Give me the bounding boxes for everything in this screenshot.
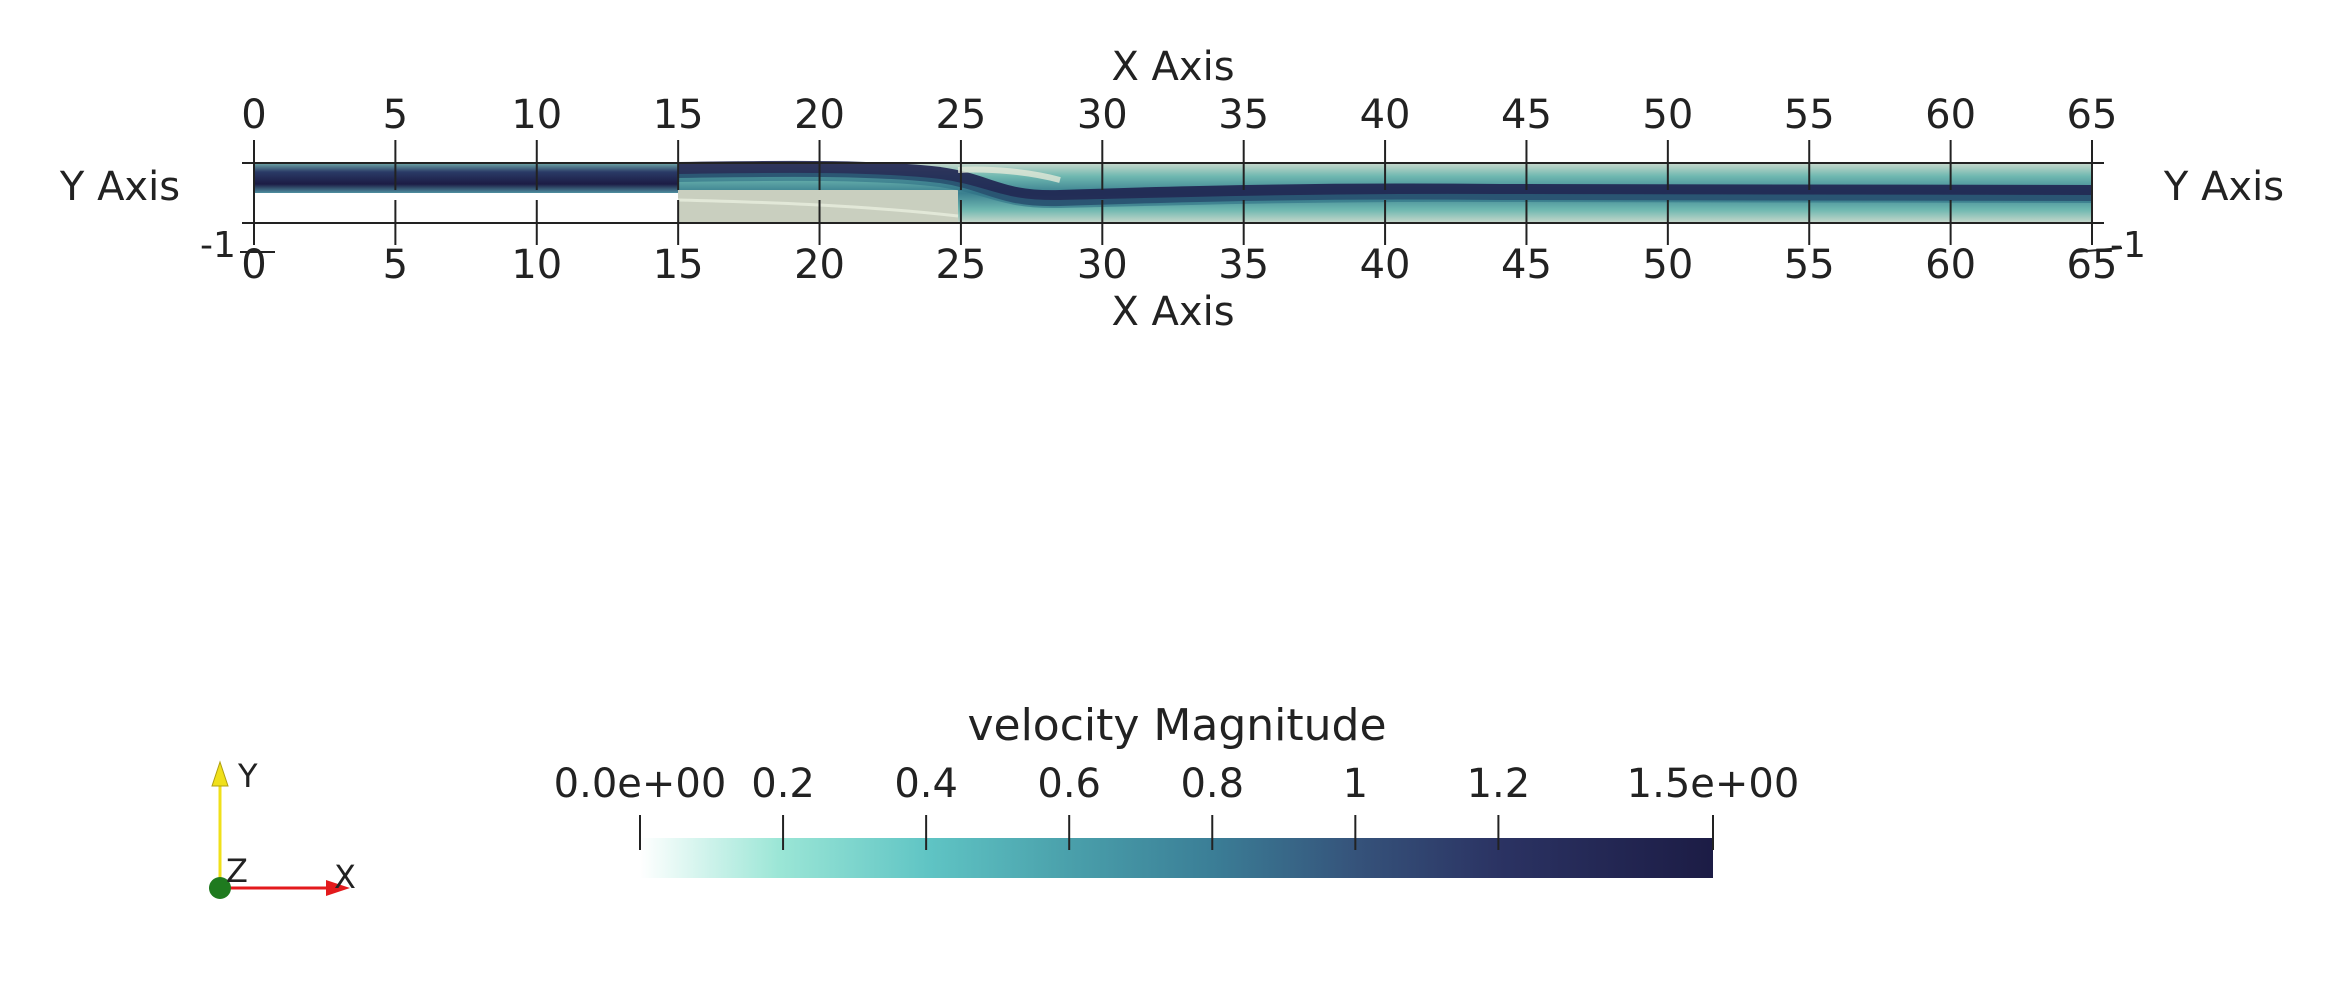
y-axis-arrow xyxy=(211,760,229,787)
bottom-x-axis-title: X Axis xyxy=(1111,289,1234,335)
top-x-tick-label: 20 xyxy=(794,92,845,138)
color-legend: velocity Magnitude 0.0e+00 0.2 0.4 0.6 0.8 1 1… xyxy=(554,700,1800,878)
colorbar-tick-label: 0.6 xyxy=(1037,761,1101,807)
top-x-tick-label: 55 xyxy=(1784,92,1835,138)
bottom-x-tick-label: 45 xyxy=(1501,242,1552,288)
top-x-tick-label: 25 xyxy=(935,92,986,138)
x-axis-arrow xyxy=(326,880,350,896)
colorbar-title: velocity Magnitude xyxy=(967,700,1386,751)
channel-inlet xyxy=(254,163,678,193)
bottom-x-tick-label: 55 xyxy=(1784,242,1835,288)
bottom-x-tick-label: 5 xyxy=(383,242,408,288)
orientation-x-label: X xyxy=(334,858,356,896)
bottom-x-tick-label: 40 xyxy=(1360,242,1411,288)
top-x-tick-label: 45 xyxy=(1501,92,1552,138)
bottom-x-axis: 0 5 10 15 20 25 30 35 40 45 50 55 60 65 xyxy=(241,200,2117,288)
colorbar-gradient xyxy=(640,838,1713,878)
step-region xyxy=(254,193,678,223)
left-y-tick-label: -1 xyxy=(200,225,236,266)
colorbar-tick-label: 0.8 xyxy=(1180,761,1244,807)
bottom-x-tick-label: 25 xyxy=(935,242,986,288)
orientation-z-label: Z xyxy=(226,852,248,890)
colorbar-tick-label: 0.0e+00 xyxy=(554,761,727,807)
recirculation-zone xyxy=(678,190,958,223)
bottom-x-tick-label: 60 xyxy=(1925,242,1976,288)
right-y-axis-title: Y Axis xyxy=(2163,164,2284,210)
jet-core xyxy=(677,160,2093,207)
colorbar-tick-label: 1.5e+00 xyxy=(1627,761,1800,807)
upper-wall-layer xyxy=(957,166,1061,183)
jet-shear-layer xyxy=(677,172,2093,209)
top-x-tick-label: 60 xyxy=(1925,92,1976,138)
top-x-tick-label: 0 xyxy=(241,92,266,138)
bottom-x-tick-label: 30 xyxy=(1077,242,1128,288)
top-x-axis: 0 5 10 15 20 25 30 35 40 45 50 55 60 65 xyxy=(241,92,2117,190)
colorbar-tick-label: 0.4 xyxy=(894,761,958,807)
colorbar-ticks: 0.0e+00 0.2 0.4 0.6 0.8 1 1.2 1.5e+00 xyxy=(554,761,1800,850)
z-axis-dot xyxy=(209,877,231,899)
bottom-x-tick-label: 0 xyxy=(241,242,266,288)
top-x-tick-label: 50 xyxy=(1642,92,1693,138)
bottom-x-tick-label: 50 xyxy=(1642,242,1693,288)
colorbar-tick-label: 0.2 xyxy=(751,761,815,807)
orientation-y-label: Y xyxy=(237,757,258,795)
bottom-x-tick-label: 35 xyxy=(1218,242,1269,288)
top-x-tick-label: 30 xyxy=(1077,92,1128,138)
right-y-tick xyxy=(2074,247,2123,253)
right-y-tick-label: -1 xyxy=(2110,225,2146,266)
top-x-tick-label: 10 xyxy=(511,92,562,138)
top-x-tick-label: 15 xyxy=(653,92,704,138)
orientation-axes-widget: Y X Z xyxy=(209,757,356,899)
bottom-x-tick-label: 10 xyxy=(511,242,562,288)
top-x-tick-label: 35 xyxy=(1218,92,1269,138)
separation-line xyxy=(677,198,959,218)
top-x-axis-title: X Axis xyxy=(1111,44,1234,90)
left-y-axis-title: Y Axis xyxy=(59,164,180,210)
colorbar-tick-label: 1.2 xyxy=(1467,761,1531,807)
top-x-tick-label: 40 xyxy=(1360,92,1411,138)
colorbar-tick-label: 1 xyxy=(1343,761,1368,807)
top-x-tick-label: 5 xyxy=(383,92,408,138)
bottom-x-tick-label: 20 xyxy=(794,242,845,288)
flow-field xyxy=(254,160,2093,223)
bottom-x-tick-label: 15 xyxy=(653,242,704,288)
top-x-tick-label: 65 xyxy=(2067,92,2118,138)
